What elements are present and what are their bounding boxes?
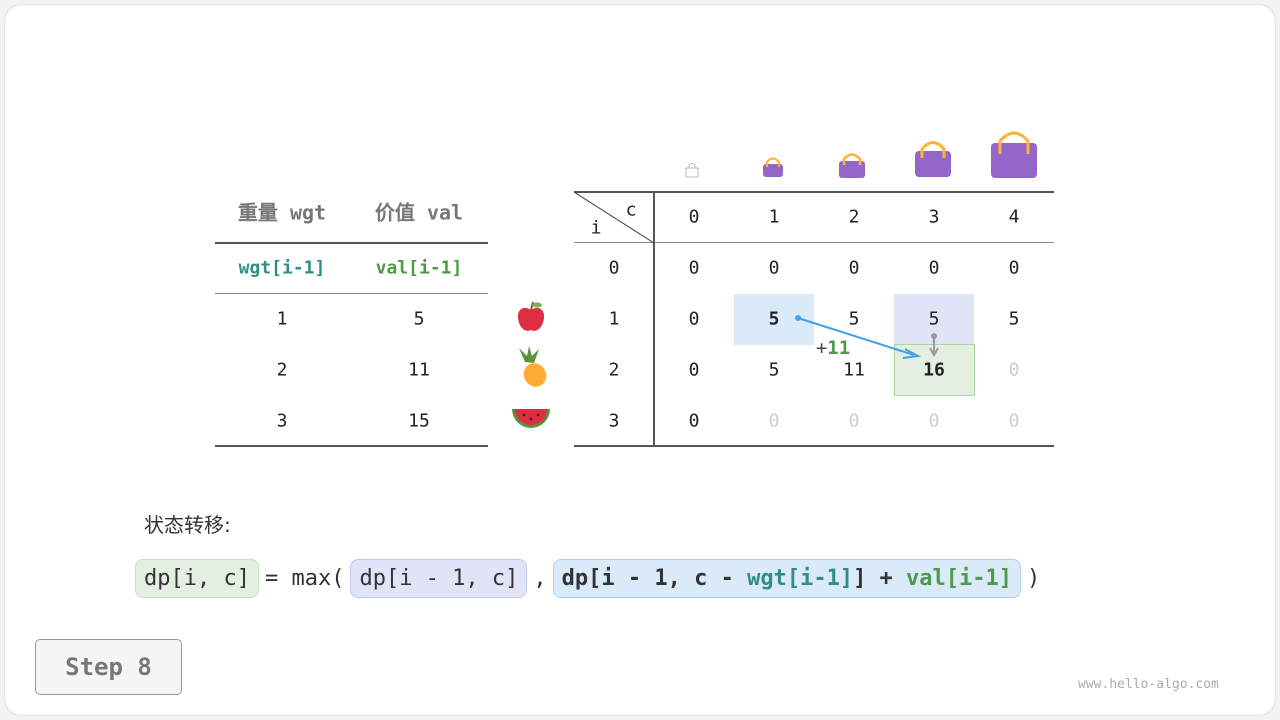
corner-diagonal — [574, 192, 654, 244]
dp-cell: 0 — [688, 257, 700, 279]
val-cell: 5 — [413, 308, 425, 330]
apple-icon — [517, 301, 545, 331]
divider — [215, 445, 488, 447]
val-cell: 15 — [408, 410, 430, 432]
dp-cell: 5 — [768, 359, 780, 381]
col-axis-label: c — [625, 199, 637, 221]
subheader-wgt: wgt[i-1] — [238, 257, 326, 279]
divider — [653, 192, 655, 446]
wgt-cell: 3 — [276, 410, 288, 432]
step-button[interactable]: Step 8 — [35, 639, 182, 695]
row-header: 0 — [608, 257, 620, 279]
watermark: www.hello-algo.com — [1078, 677, 1219, 692]
formula-option-a: dp[i - 1, c] — [350, 559, 528, 598]
dp-cell: 0 — [1008, 410, 1020, 432]
formula-b-part: ] + — [853, 566, 907, 591]
pineapple-icon — [519, 346, 547, 387]
row-header: 1 — [608, 308, 620, 330]
dp-cell: 0 — [848, 257, 860, 279]
bag-icon — [763, 157, 783, 177]
col-header: 3 — [928, 206, 940, 228]
formula-option-b: dp[i - 1, c - wgt[i-1]] + val[i-1] — [552, 559, 1022, 598]
wgt-cell: 2 — [276, 359, 288, 381]
row-header: 2 — [608, 359, 620, 381]
divider — [215, 242, 488, 244]
dp-cell: 0 — [768, 410, 780, 432]
plus-sign: + — [815, 337, 828, 359]
dp-cell: 0 — [1008, 359, 1020, 381]
dp-cell: 5 — [928, 308, 940, 330]
val-cell: 11 — [408, 359, 430, 381]
watermelon-icon — [512, 409, 550, 428]
row-axis-label: i — [590, 217, 602, 239]
divider — [215, 293, 488, 294]
dp-cell: 5 — [768, 308, 780, 330]
plus-value: 11 — [827, 337, 851, 359]
dp-cell: 0 — [768, 257, 780, 279]
dp-cell: 0 — [1008, 257, 1020, 279]
formula-lhs: dp[i, c] — [135, 559, 259, 598]
formula-b-part: dp[i - 1, c - — [561, 566, 748, 591]
dp-cell: 16 — [923, 359, 945, 381]
bag-icon — [839, 153, 865, 178]
formula-close: ) — [1027, 566, 1041, 591]
subheader-val: val[i-1] — [375, 257, 463, 279]
col-header: 2 — [848, 206, 860, 228]
formula-label: 状态转移: — [144, 513, 231, 537]
col-header: 4 — [1008, 206, 1020, 228]
formula-val: val[i-1] — [906, 566, 1013, 591]
dp-cell: 11 — [843, 359, 865, 381]
bag-icon — [991, 131, 1037, 178]
col-header: 1 — [768, 206, 780, 228]
wgt-cell: 1 — [276, 308, 288, 330]
slide-card — [4, 4, 1276, 716]
dp-cell: 0 — [928, 257, 940, 279]
dp-cell: 0 — [848, 410, 860, 432]
row-header: 3 — [608, 410, 620, 432]
dp-cell: 0 — [688, 359, 700, 381]
header-wgt: 重量 wgt — [237, 200, 327, 225]
divider — [574, 191, 1054, 193]
empty-bag-icon — [685, 163, 699, 178]
divider — [574, 445, 1054, 447]
dp-cell: 5 — [1008, 308, 1020, 330]
formula-max: = max( — [264, 566, 345, 591]
dp-cell: 0 — [928, 410, 940, 432]
dp-cell: 0 — [688, 410, 700, 432]
dp-cell: 5 — [848, 308, 860, 330]
formula: dp[i, c] = max( dp[i - 1, c] , dp[i - 1,… — [135, 559, 1040, 598]
formula-comma: , — [533, 566, 547, 591]
bag-icon — [915, 141, 951, 177]
dp-cell: 0 — [688, 308, 700, 330]
divider — [574, 242, 1054, 243]
plus-value-annotation: +11 — [816, 337, 850, 359]
formula-wgt: wgt[i-1] — [747, 566, 854, 591]
col-header: 0 — [688, 206, 700, 228]
header-val: 价值 val — [374, 200, 464, 225]
